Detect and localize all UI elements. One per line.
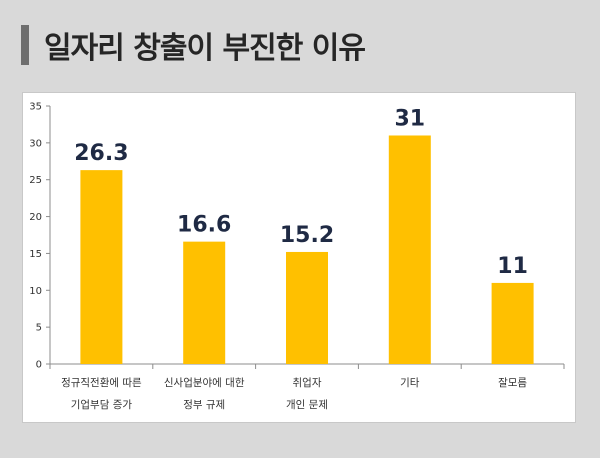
data-label: 31 xyxy=(394,106,425,131)
category-label: 취업자 xyxy=(293,376,322,389)
bar xyxy=(80,170,123,364)
y-tick-label: 35 xyxy=(29,102,42,113)
bar xyxy=(491,282,534,364)
y-tick-label: 25 xyxy=(29,175,42,186)
category-label: 신사업분야에 대한 xyxy=(164,376,245,389)
category-label: 기타 xyxy=(400,377,420,389)
data-label: 15.2 xyxy=(280,223,334,248)
y-tick-label: 30 xyxy=(29,138,42,149)
data-label: 16.6 xyxy=(177,213,231,238)
page-title: 일자리 창출이 부진한 이유 xyxy=(44,31,366,66)
y-tick-label: 10 xyxy=(29,286,42,297)
y-tick-label: 0 xyxy=(36,360,42,371)
title-accent-bar xyxy=(21,25,29,65)
category-label: 정규직전환에 따른 xyxy=(61,377,142,389)
data-label: 26.3 xyxy=(74,141,128,166)
category-label: 정부 규제 xyxy=(183,399,225,411)
y-tick-label: 20 xyxy=(29,212,42,223)
bar xyxy=(388,135,431,364)
category-label: 잘모름 xyxy=(498,377,527,389)
y-tick-label: 5 xyxy=(36,323,42,334)
data-label: 11 xyxy=(497,254,528,279)
category-label: 기업부담 증가 xyxy=(71,398,133,411)
bar xyxy=(286,251,328,364)
category-label: 개인 문제 xyxy=(286,399,328,411)
bar xyxy=(183,241,226,364)
y-tick-label: 15 xyxy=(29,249,42,260)
